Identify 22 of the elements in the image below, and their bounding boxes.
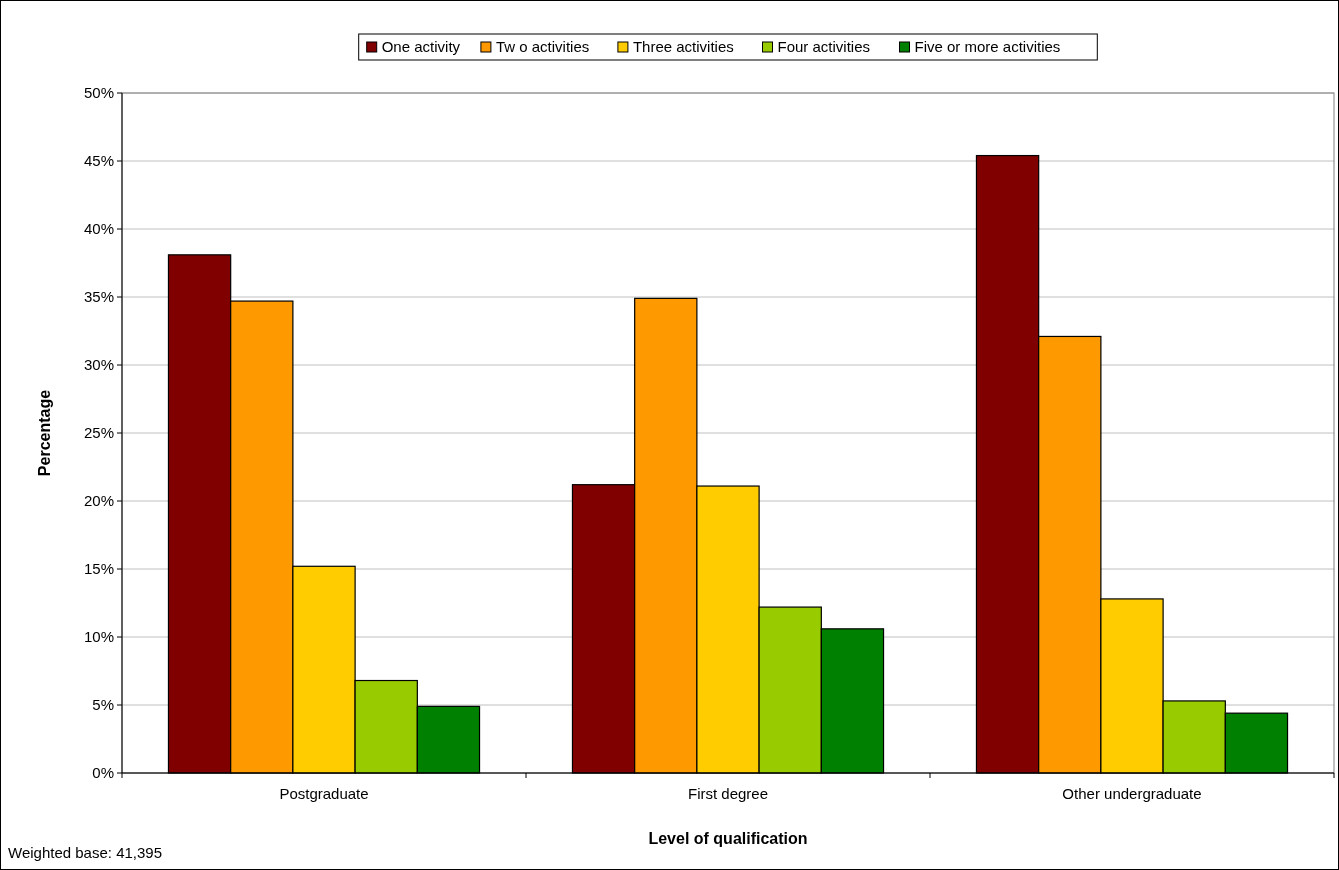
- text: Weighted base: 41,395: [8, 844, 163, 861]
- y-tick-label: 20%: [83, 492, 114, 510]
- y-tick-label: 35%: [83, 288, 114, 306]
- legend-label: Three activities: [632, 38, 734, 56]
- legend-label: Tw o activities: [495, 38, 590, 56]
- y-tick-label: 10%: [83, 628, 114, 646]
- y-tick-label: 5%: [92, 696, 114, 714]
- y-tick-label: 50%: [83, 84, 114, 102]
- y-tick-label: 0%: [92, 764, 114, 782]
- legend-label: Four activities: [777, 38, 871, 56]
- y-axis-title: Percentage: [36, 389, 53, 477]
- legend-label: Five or more activities: [914, 38, 1061, 56]
- x-tick-label: Other undergraduate: [1062, 785, 1202, 802]
- x-tick-label: Postgraduate: [279, 785, 369, 802]
- legend-label: One activity: [381, 38, 461, 56]
- x-axis-title: Level of qualification: [648, 830, 808, 847]
- y-tick-label: 45%: [83, 152, 114, 170]
- y-tick-label: 30%: [83, 356, 114, 374]
- y-tick-label: 15%: [83, 560, 114, 578]
- x-tick-label: First degree: [687, 785, 769, 802]
- y-tick-label: 25%: [83, 424, 114, 442]
- y-tick-label: 40%: [83, 220, 114, 238]
